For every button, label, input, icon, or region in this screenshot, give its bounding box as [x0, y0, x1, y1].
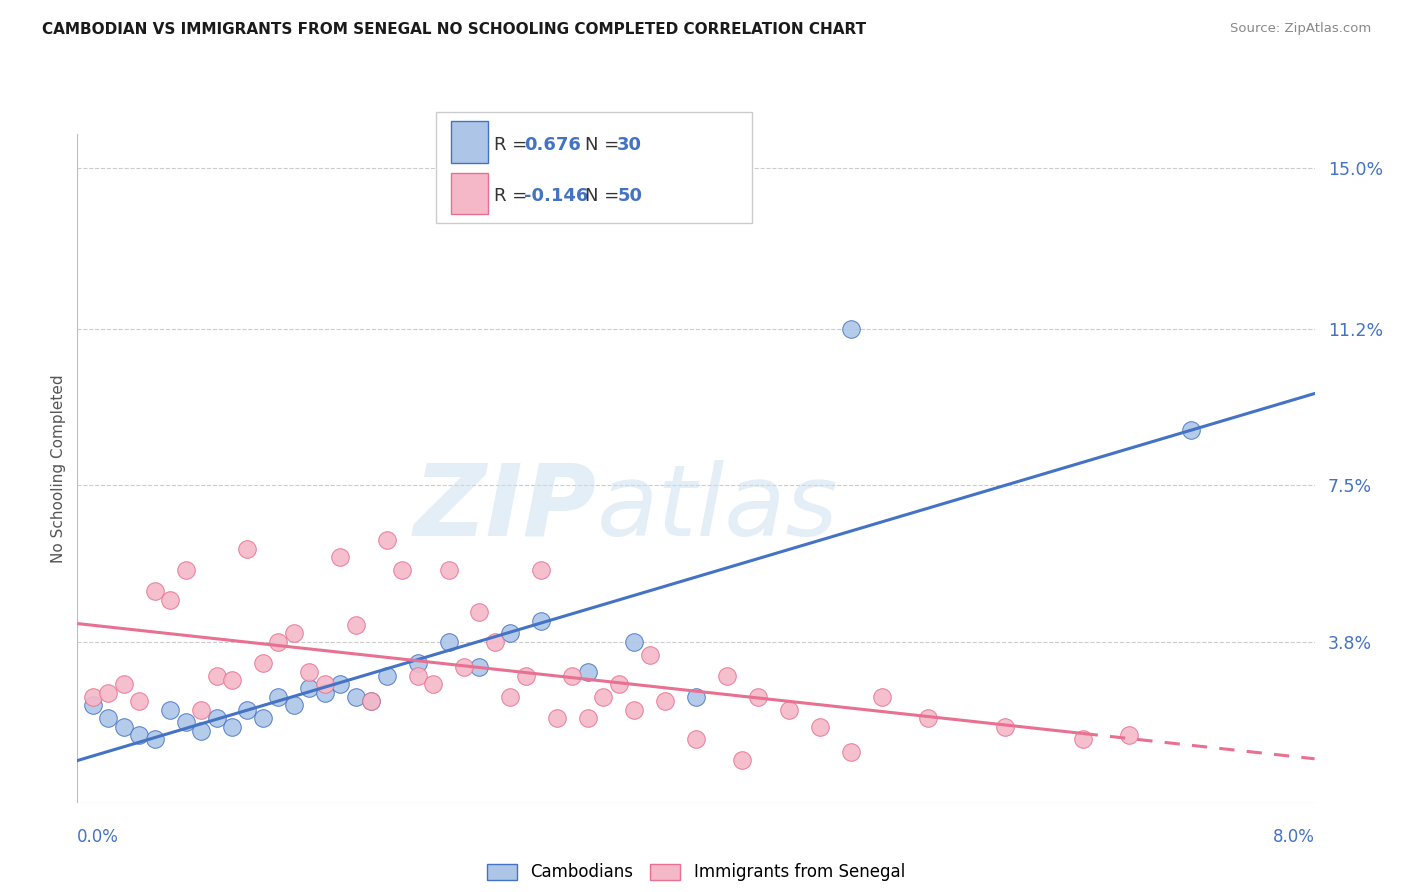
Point: [561, 669, 583, 683]
Point: [221, 673, 243, 687]
Point: [685, 732, 707, 747]
Point: [375, 669, 398, 683]
Text: N =: N =: [585, 187, 624, 205]
Point: [128, 728, 150, 742]
Point: [437, 563, 460, 577]
Point: [468, 605, 491, 619]
Point: [298, 681, 321, 696]
Point: [870, 690, 893, 704]
Point: [499, 626, 522, 640]
Point: [592, 690, 614, 704]
Point: [839, 745, 862, 759]
Point: [484, 635, 506, 649]
Point: [329, 550, 352, 565]
Point: [314, 677, 336, 691]
Point: [607, 677, 630, 691]
Text: 0.0%: 0.0%: [77, 828, 120, 846]
Point: [329, 677, 352, 691]
Text: 30: 30: [617, 136, 643, 153]
Point: [267, 690, 290, 704]
Point: [112, 720, 135, 734]
Point: [174, 563, 197, 577]
Point: [422, 677, 444, 691]
Text: Source: ZipAtlas.com: Source: ZipAtlas.com: [1230, 22, 1371, 36]
Point: [406, 669, 429, 683]
Legend: Cambodians, Immigrants from Senegal: Cambodians, Immigrants from Senegal: [486, 863, 905, 881]
Point: [236, 541, 259, 556]
Point: [344, 690, 367, 704]
Point: [97, 711, 120, 725]
Point: [283, 626, 305, 640]
Point: [314, 686, 336, 700]
Point: [731, 754, 754, 768]
Point: [360, 694, 382, 708]
Point: [716, 669, 738, 683]
Point: [190, 703, 212, 717]
Text: ZIP: ZIP: [413, 460, 598, 557]
Point: [499, 690, 522, 704]
Point: [453, 660, 475, 674]
Y-axis label: No Schooling Completed: No Schooling Completed: [51, 374, 66, 563]
Point: [808, 720, 831, 734]
Text: -0.146: -0.146: [524, 187, 589, 205]
Point: [252, 656, 274, 670]
Text: 8.0%: 8.0%: [1272, 828, 1315, 846]
Text: 50: 50: [617, 187, 643, 205]
Point: [530, 563, 553, 577]
Point: [112, 677, 135, 691]
Point: [917, 711, 939, 725]
Text: CAMBODIAN VS IMMIGRANTS FROM SENEGAL NO SCHOOLING COMPLETED CORRELATION CHART: CAMBODIAN VS IMMIGRANTS FROM SENEGAL NO …: [42, 22, 866, 37]
Point: [576, 665, 599, 679]
Point: [839, 321, 862, 335]
Point: [82, 690, 104, 704]
Point: [623, 635, 645, 649]
Point: [1180, 423, 1202, 437]
Point: [515, 669, 537, 683]
Point: [159, 592, 181, 607]
Point: [128, 694, 150, 708]
Text: 0.676: 0.676: [524, 136, 581, 153]
Point: [97, 686, 120, 700]
Point: [236, 703, 259, 717]
Point: [143, 584, 166, 599]
Point: [82, 698, 104, 713]
Point: [994, 720, 1017, 734]
Text: atlas: atlas: [598, 460, 838, 557]
Point: [654, 694, 676, 708]
Text: N =: N =: [585, 136, 624, 153]
Point: [530, 614, 553, 628]
Point: [1118, 728, 1140, 742]
Point: [546, 711, 568, 725]
Point: [623, 703, 645, 717]
Point: [685, 690, 707, 704]
Point: [205, 711, 228, 725]
Point: [778, 703, 800, 717]
Point: [747, 690, 769, 704]
Point: [267, 635, 290, 649]
Point: [437, 635, 460, 649]
Point: [406, 656, 429, 670]
Point: [375, 533, 398, 548]
Point: [221, 720, 243, 734]
Point: [638, 648, 661, 662]
Text: R =: R =: [494, 187, 533, 205]
Point: [205, 669, 228, 683]
Point: [391, 563, 413, 577]
Point: [252, 711, 274, 725]
Point: [174, 715, 197, 730]
Text: R =: R =: [494, 136, 533, 153]
Point: [576, 711, 599, 725]
Point: [298, 665, 321, 679]
Point: [468, 660, 491, 674]
Point: [283, 698, 305, 713]
Point: [360, 694, 382, 708]
Point: [344, 618, 367, 632]
Point: [143, 732, 166, 747]
Point: [190, 723, 212, 738]
Point: [1071, 732, 1094, 747]
Point: [159, 703, 181, 717]
